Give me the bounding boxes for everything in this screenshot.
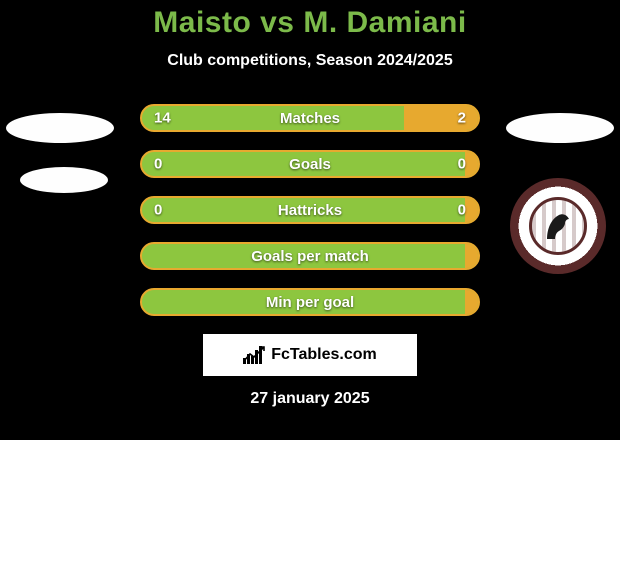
stat-rows: 14 Matches 2 0 Goals 0 0 Hattricks 0 Goa… <box>0 104 620 316</box>
stat-row-matches: 14 Matches 2 <box>140 104 480 132</box>
stat-label: Matches <box>280 110 340 127</box>
fctables-logo-icon <box>243 346 265 364</box>
stat-row-min-per-goal: Min per goal <box>140 288 480 316</box>
stat-row-goals-per-match: Goals per match <box>140 242 480 270</box>
stat-label: Goals per match <box>251 248 369 265</box>
stat-right-fill <box>465 152 478 176</box>
page-title: Maisto vs M. Damiani <box>0 6 620 40</box>
stat-right-value: 0 <box>458 156 466 173</box>
stat-label: Hattricks <box>278 202 342 219</box>
stat-right-value: 2 <box>458 110 466 127</box>
stat-left-value: 14 <box>154 110 171 127</box>
stat-row-hattricks: 0 Hattricks 0 <box>140 196 480 224</box>
stat-label: Goals <box>289 156 331 173</box>
stat-left-value: 0 <box>154 156 162 173</box>
stat-right-value: 0 <box>458 202 466 219</box>
footer-date: 27 january 2025 <box>0 390 620 408</box>
stat-left-value: 0 <box>154 202 162 219</box>
brand-text: FcTables.com <box>271 346 377 364</box>
stat-right-fill <box>465 290 478 314</box>
stat-label: Min per goal <box>266 294 354 311</box>
page-subtitle: Club competitions, Season 2024/2025 <box>0 52 620 70</box>
comparison-widget: Maisto vs M. Damiani Club competitions, … <box>0 0 620 440</box>
brand-attribution[interactable]: FcTables.com <box>203 334 417 376</box>
stat-row-goals: 0 Goals 0 <box>140 150 480 178</box>
stat-right-fill <box>465 244 478 268</box>
stat-right-fill <box>404 106 478 130</box>
stat-right-fill <box>465 198 478 222</box>
